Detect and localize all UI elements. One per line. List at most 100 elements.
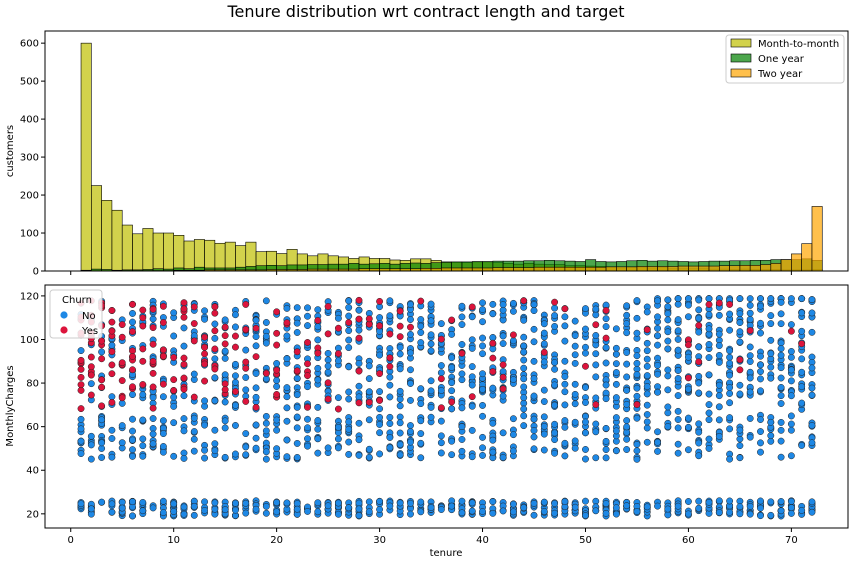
scatter-point-yes	[376, 397, 384, 404]
scatter-point-no	[77, 347, 85, 355]
scatter-point-no	[98, 348, 106, 356]
scatter-point-no	[159, 430, 167, 438]
scatter-point-no	[736, 442, 744, 450]
scatter-point-no	[396, 402, 404, 410]
scatter-point-no	[551, 449, 559, 457]
scatter-point-no	[314, 306, 322, 314]
scatter-point-no	[787, 321, 795, 329]
scatter-point-no	[180, 415, 188, 423]
scatter-point-no	[499, 429, 507, 437]
scatter-point-no	[705, 371, 713, 379]
scatter-point-no	[643, 383, 651, 391]
scatter-point-no	[221, 354, 229, 362]
histogram-bar	[801, 243, 813, 272]
scatter-point-no	[232, 372, 239, 380]
scatter-point-no	[468, 363, 476, 371]
scatter-point-no	[777, 374, 785, 382]
scatter-point-no	[304, 383, 311, 391]
legend-frame	[725, 34, 845, 84]
scatter-point-yes	[149, 404, 157, 412]
scatter-point-no	[293, 319, 301, 327]
scatter-point-yes	[87, 391, 95, 399]
scatter-point-no	[798, 368, 806, 376]
scatter-point-no	[355, 306, 363, 314]
scatter-point-no	[252, 333, 260, 341]
scatter-point-no	[417, 316, 425, 323]
scatter-point-no	[520, 412, 528, 420]
scatter-point-no	[746, 502, 754, 510]
scatter-point-no	[386, 413, 394, 421]
scatter-point-yes	[407, 323, 414, 331]
scatter-point-no	[273, 499, 281, 506]
scatter-point-no	[530, 415, 538, 423]
scatter-point-no	[283, 332, 291, 340]
scatter-point-yes	[273, 329, 281, 337]
scatter-point-no	[190, 511, 198, 519]
histogram-bar	[80, 42, 92, 272]
scatter-point-no	[334, 423, 342, 431]
scatter-point-no	[654, 341, 661, 349]
scatter-point-yes	[77, 405, 85, 413]
scatter-point-yes	[180, 313, 188, 321]
histogram-bar	[708, 265, 720, 272]
scatter-point-no	[304, 442, 311, 450]
scatter-point-yes	[355, 334, 363, 342]
scatter-point-yes	[201, 343, 209, 351]
scatter-point-no	[705, 354, 713, 362]
scatter-point-no	[705, 295, 713, 303]
x-tick-label: 50	[579, 535, 592, 546]
scatter-point-no	[509, 431, 517, 439]
scatter-point-no	[499, 340, 507, 347]
scatter-point-yes	[98, 355, 106, 363]
scatter-point-no	[448, 437, 456, 445]
scatter-point-no	[561, 417, 569, 425]
scatter-point-no	[736, 381, 744, 389]
scatter-point-yes	[437, 404, 445, 412]
scatter-point-yes	[129, 300, 136, 308]
scatter-point-no	[170, 332, 178, 340]
scatter-point-no	[376, 314, 384, 322]
scatter-point-no	[664, 366, 672, 374]
scatter-point-no	[345, 327, 353, 335]
scatter-point-yes	[149, 369, 157, 377]
scatter-point-no	[180, 392, 188, 400]
scatter-point-no	[633, 371, 641, 379]
scatter-point-yes	[108, 361, 116, 369]
scatter-point-no	[674, 449, 682, 457]
scatter-point-no	[654, 324, 661, 332]
scatter-point-no	[417, 430, 425, 438]
scatter-point-no	[540, 340, 548, 348]
scatter-point-no	[355, 393, 363, 401]
scatter-point-no	[602, 500, 610, 507]
scatter-point-no	[262, 412, 270, 420]
scatter-point-no	[715, 432, 723, 440]
scatter-point-no	[355, 512, 363, 519]
histogram-bar	[111, 209, 123, 272]
scatter-point-no	[407, 438, 414, 446]
y-tick-label: 600	[20, 39, 39, 50]
scatter-point-no	[746, 309, 754, 317]
scatter-point-no	[633, 384, 641, 392]
scatter-point-no	[396, 429, 404, 437]
scatter-point-no	[87, 441, 95, 449]
scatter-point-no	[520, 333, 528, 341]
histogram-bar	[739, 265, 751, 272]
scatter-point-yes	[499, 361, 507, 369]
scatter-point-no	[190, 502, 198, 510]
scatter-point-no	[746, 352, 754, 360]
scatter-point-no	[448, 387, 456, 395]
scatter-point-no	[674, 295, 682, 303]
legend-label: Month-to-month	[758, 39, 839, 50]
y-tick-label: 20	[26, 509, 39, 520]
scatter-point-no	[396, 441, 404, 448]
scatter-point-no	[293, 505, 301, 513]
scatter-point-no	[551, 401, 559, 409]
scatter-point-no	[808, 328, 816, 336]
legend-label: Yes	[81, 326, 98, 337]
x-tick-label: 40	[476, 535, 489, 546]
scatter-point-yes	[108, 327, 116, 335]
scatter-point-no	[561, 388, 569, 396]
scatter-point-no	[509, 508, 517, 516]
scatter-point-no	[87, 380, 95, 388]
scatter-point-no	[664, 328, 672, 336]
